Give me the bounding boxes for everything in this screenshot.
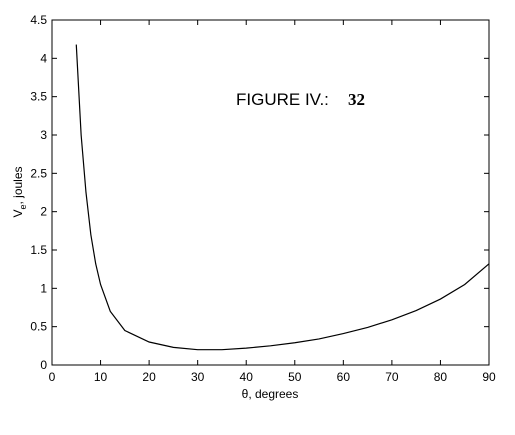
x-axis-label: θ, degrees <box>242 387 299 401</box>
y-tick-label: 0.5 <box>30 320 47 334</box>
y-tick-label: 3 <box>40 128 47 142</box>
y-tick-label: 1.5 <box>30 243 47 257</box>
plot-frame <box>51 19 490 366</box>
y-tick-label: 4.5 <box>30 13 47 27</box>
y-tick-label: 2.5 <box>30 166 47 180</box>
y-tick-label: 3.5 <box>30 90 47 104</box>
y-tick-label: 2 <box>40 205 47 219</box>
x-tick-label: 90 <box>482 370 496 384</box>
x-tick-label: 20 <box>142 370 156 384</box>
y-axis-label: Ve, joules <box>11 166 28 217</box>
line <box>75 44 490 351</box>
y-label-part: V <box>11 210 25 218</box>
y-label-sub: e <box>18 205 28 210</box>
x-tick-label: 60 <box>337 370 351 384</box>
x-tick-label: 0 <box>49 370 56 384</box>
x-tick-label: 30 <box>191 370 205 384</box>
y-label-part: , joules <box>11 166 25 204</box>
y-tick-label: 4 <box>40 51 47 65</box>
x-tick-label: 80 <box>434 370 448 384</box>
x-tick-label: 40 <box>240 370 254 384</box>
annotation: FIGURE IV.: <box>236 90 329 109</box>
annotation: 32 <box>348 90 365 109</box>
x-tick-label: 10 <box>94 370 108 384</box>
y-tick-label: 1 <box>40 281 47 295</box>
y-tick-label: 0 <box>40 358 47 372</box>
x-tick-label: 50 <box>288 370 302 384</box>
x-tick-label: 70 <box>385 370 399 384</box>
